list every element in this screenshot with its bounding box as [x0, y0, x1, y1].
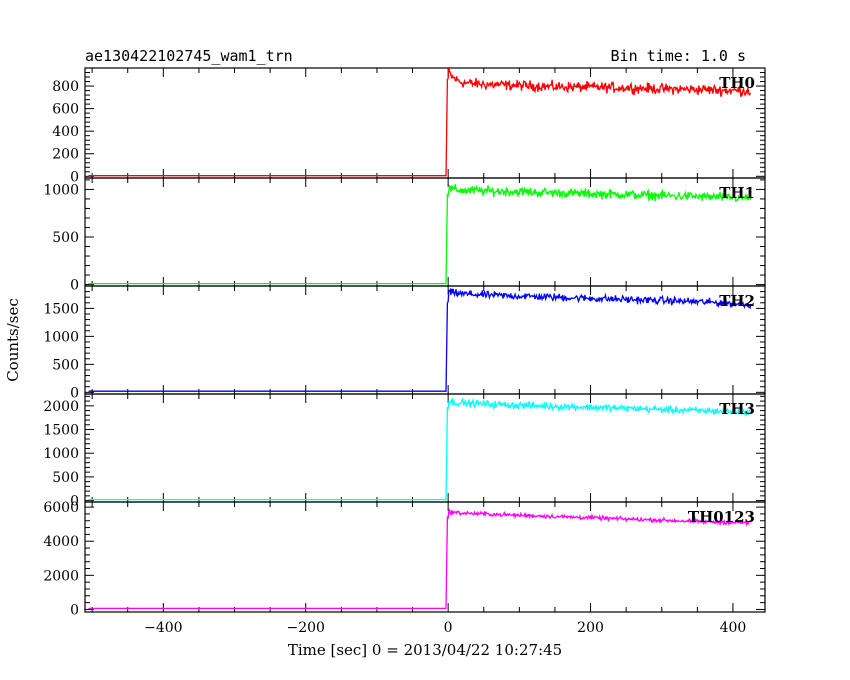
series-label-th2: TH2	[719, 292, 755, 310]
y-tick-label: 500	[52, 470, 79, 486]
x-tick-label: −200	[287, 620, 325, 636]
y-tick-label: 500	[52, 230, 79, 246]
y-tick-label: 4000	[43, 534, 79, 550]
y-tick-label: 6000	[43, 500, 79, 516]
y-tick-label: 600	[52, 102, 79, 118]
series-label-th0123: TH0123	[688, 508, 755, 526]
series-label-th3: TH3	[719, 400, 755, 418]
y-tick-label: 200	[52, 147, 79, 163]
y-tick-label: 1000	[43, 446, 79, 462]
y-tick-label: 800	[52, 79, 79, 95]
x-tick-label: 400	[720, 620, 747, 636]
y-tick-label: 1500	[43, 301, 79, 317]
y-tick-label: 1000	[43, 182, 79, 198]
x-tick-label: 200	[577, 620, 604, 636]
series-label-th0: TH0	[719, 74, 755, 92]
chart-subtitle: Bin time: 1.0 s	[611, 47, 746, 65]
y-tick-label: 400	[52, 124, 79, 140]
series-line-th0123	[88, 508, 752, 610]
series-label-th1: TH1	[719, 184, 755, 202]
y-tick-label: 0	[70, 494, 79, 510]
y-tick-label: 0	[70, 602, 79, 618]
series-line-th3	[88, 397, 751, 501]
series-line-th0	[88, 66, 752, 177]
y-axis-label: Counts/sec	[4, 298, 22, 382]
y-tick-label: 0	[70, 169, 79, 185]
x-tick-label: 0	[444, 620, 453, 636]
y-tick-label: 2000	[43, 568, 79, 584]
series-line-th2	[88, 287, 752, 392]
y-tick-label: 0	[70, 278, 79, 294]
chart-title: ae130422102745_wam1_trn	[85, 47, 293, 65]
series-line-th1	[88, 184, 752, 285]
chart-panels: 0 200 400 600 800 TH0 0 500 1000 TH1 0 500 1000 1500 T…	[43, 66, 766, 636]
x-axis-label: Time [sec] 0 = 2013/04/22 10:27:45	[288, 641, 562, 659]
y-tick-label: 1500	[43, 423, 79, 439]
y-tick-label: 1000	[43, 329, 79, 345]
y-tick-label: 2000	[43, 399, 79, 415]
x-tick-label: −400	[144, 620, 182, 636]
panel-frame-th0123	[84, 501, 766, 613]
y-tick-label: 0	[70, 385, 79, 401]
y-tick-label: 500	[52, 357, 79, 373]
